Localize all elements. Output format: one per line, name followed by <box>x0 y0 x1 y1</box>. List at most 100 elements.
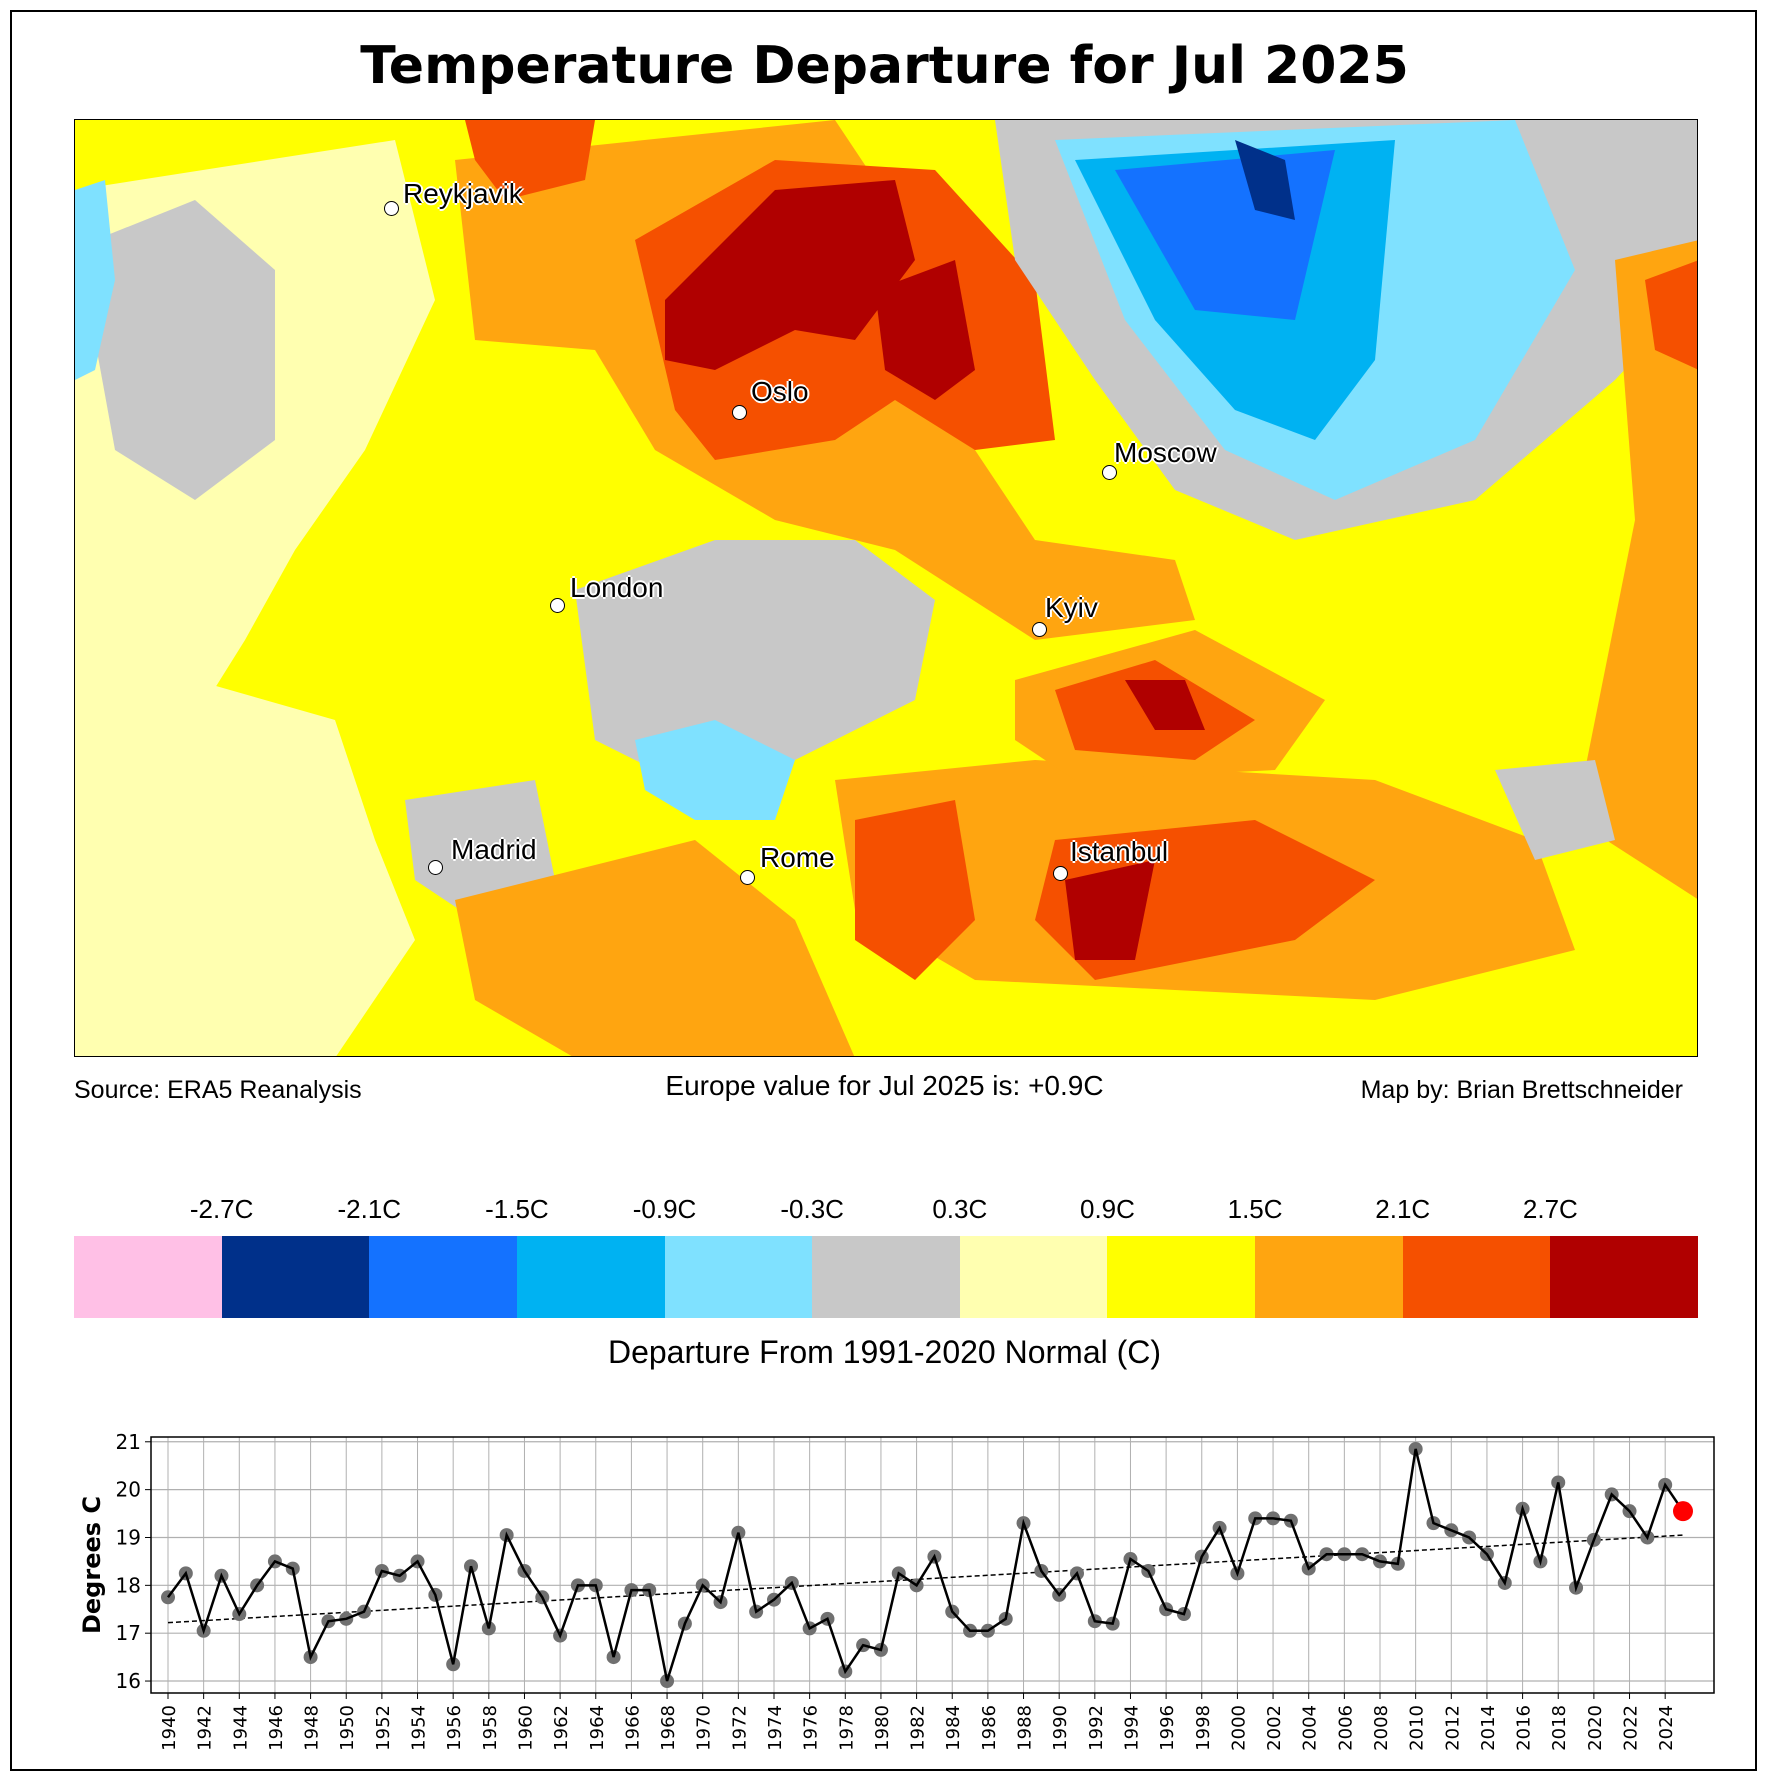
x-tick-label: 1962 <box>551 1705 572 1751</box>
colorbar-segment <box>959 1236 1108 1318</box>
colorbar-segment <box>221 1236 370 1318</box>
x-tick-label: 2024 <box>1656 1705 1677 1751</box>
x-tick-label: 1994 <box>1121 1705 1142 1751</box>
region-darkred-ukraine <box>1125 680 1205 730</box>
x-tick-label: 1966 <box>622 1705 643 1751</box>
highlight-point <box>1673 1501 1693 1522</box>
city-marker-reykjavik <box>384 201 399 216</box>
city-marker-rome <box>740 870 755 885</box>
x-tick-label: 2002 <box>1264 1705 1285 1751</box>
x-tick-label: 2016 <box>1514 1705 1535 1751</box>
colorbar-tick-label: 0.9C <box>1079 1194 1135 1224</box>
x-tick-label: 1992 <box>1086 1705 1107 1751</box>
y-tick-label: 16 <box>116 1669 141 1693</box>
x-tick-label: 1986 <box>979 1705 1000 1751</box>
timeseries-chart: 16 17 18 19 20 21 1940 1942 1944 1946 1948 1950 1952… <box>78 1430 1715 1751</box>
region-darkred-anatolia <box>1065 860 1155 960</box>
colorbar-segment <box>369 1236 517 1318</box>
x-tick-label: 2004 <box>1300 1705 1321 1751</box>
region-darkred-scandinavia <box>665 180 915 370</box>
x-tick-label: 1974 <box>765 1705 786 1751</box>
colorbar-tick-label: -2.7C <box>189 1194 254 1224</box>
x-tick-label: 1990 <box>1050 1705 1071 1751</box>
x-tick-label: 2020 <box>1585 1705 1606 1751</box>
region-orange-east <box>1575 240 1697 899</box>
city-label-madrid: Madrid <box>451 834 537 865</box>
colorbar-segment <box>1550 1236 1699 1318</box>
y-axis-label: Degrees C <box>78 1496 106 1634</box>
region-gray-atlantic <box>95 200 275 500</box>
region-gray-central-europe <box>575 540 935 780</box>
colorbar <box>74 1236 1699 1318</box>
colorbar-tick-label: 1.5C <box>1227 1194 1283 1224</box>
region-gray-caspian <box>1495 760 1615 860</box>
x-tick-label: 1968 <box>658 1705 679 1751</box>
colorbar-tick-label: -2.1C <box>337 1194 402 1224</box>
x-tick-label: 1948 <box>302 1705 323 1751</box>
city-label-oslo: Oslo <box>751 376 809 407</box>
city-label-istanbul: Istanbul <box>1070 836 1169 867</box>
colorbar-title: Departure From 1991-2020 Normal (C) <box>607 1334 1162 1370</box>
colorbar-segment <box>1402 1236 1551 1318</box>
colorbar-segment <box>664 1236 813 1318</box>
x-tick-label: 1978 <box>836 1705 857 1751</box>
x-tick-label: 1972 <box>729 1705 750 1751</box>
x-tick-label: 2022 <box>1621 1705 1642 1751</box>
x-tick-label: 1982 <box>908 1705 929 1751</box>
colorbar-segment <box>516 1236 665 1318</box>
page-title: Temperature Departure for Jul 2025 <box>360 36 1409 96</box>
city-label-london: London <box>570 572 664 603</box>
x-tick-label: 2012 <box>1442 1705 1463 1751</box>
region-red-iceland-sea <box>465 120 595 200</box>
colorbar-tick-label: 2.1C <box>1375 1194 1431 1224</box>
figure-frame <box>10 10 1757 1771</box>
city-marker-london <box>550 598 565 613</box>
trend-line <box>167 1534 1684 1624</box>
colorbar-segment <box>1107 1236 1256 1318</box>
series-line <box>166 1448 1685 1682</box>
region-darkred-finland <box>875 260 975 400</box>
x-tick-label: 2000 <box>1228 1705 1249 1751</box>
x-tick-label: 1998 <box>1193 1705 1214 1751</box>
source-label: Source: ERA5 Reanalysis <box>74 1076 362 1104</box>
x-tick-label: 1960 <box>515 1705 536 1751</box>
colorbar-tick-label: 0.3C <box>932 1194 988 1224</box>
y-tick-label: 21 <box>116 1430 141 1454</box>
region-navy-russia <box>1235 140 1295 220</box>
region-lightblue-alps <box>635 720 795 820</box>
city-label-rome: Rome <box>760 842 835 873</box>
x-tick-label: 1952 <box>373 1705 394 1751</box>
x-tick-label: 1954 <box>409 1705 430 1751</box>
x-tick-label: 1996 <box>1157 1705 1178 1751</box>
map-shading <box>75 120 1697 1056</box>
x-tick-label: 2018 <box>1549 1705 1570 1751</box>
city-marker-madrid <box>428 860 443 875</box>
city-marker-kyiv <box>1032 622 1047 637</box>
x-tick-label: 2008 <box>1371 1705 1392 1751</box>
plot-area <box>150 1436 1715 1694</box>
x-tick-label: 1958 <box>480 1705 501 1751</box>
city-label-kyiv: Kyiv <box>1045 592 1098 623</box>
city-marker-istanbul <box>1053 866 1068 881</box>
region-red-balkans <box>855 800 975 980</box>
x-tick-label: 1946 <box>266 1705 287 1751</box>
x-tick-label: 2006 <box>1335 1705 1356 1751</box>
x-tick-label: 1988 <box>1015 1705 1036 1751</box>
x-tick-label: 1976 <box>801 1705 822 1751</box>
colorbar-tick-label: -1.5C <box>485 1194 549 1224</box>
x-tick-label: 2014 <box>1478 1705 1499 1751</box>
x-tick-label: 1956 <box>444 1705 465 1751</box>
colorbar-tick-label: -0.9C <box>632 1194 697 1224</box>
x-tick-label: 1944 <box>230 1705 251 1751</box>
city-label-reykjavik: Reykjavik <box>403 178 523 209</box>
x-tick-label: 1984 <box>943 1705 964 1751</box>
colorbar-segment <box>812 1236 960 1318</box>
region-red-east <box>1645 260 1697 370</box>
x-tick-label: 1980 <box>872 1705 893 1751</box>
x-tick-label: 1942 <box>195 1705 216 1751</box>
region-light-yellow-southwest <box>75 680 415 1056</box>
y-tick-label: 20 <box>116 1478 141 1502</box>
y-tick-label: 18 <box>116 1573 141 1597</box>
x-tick-label: 1970 <box>694 1705 715 1751</box>
